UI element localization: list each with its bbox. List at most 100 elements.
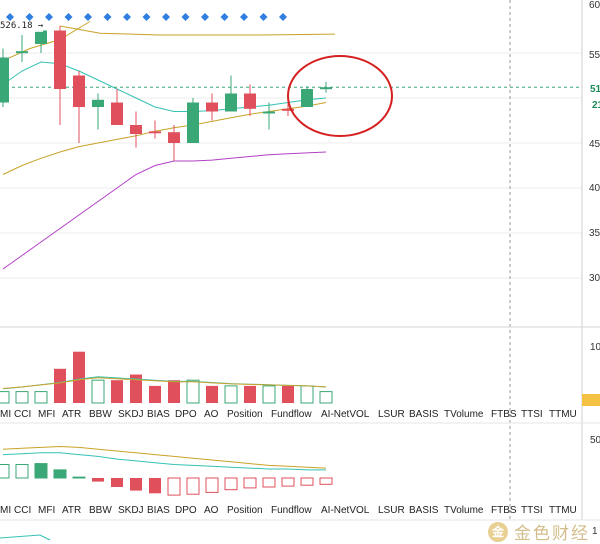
candle-body (263, 111, 275, 114)
indicator-bar (281, 477, 295, 487)
tab-lsur[interactable]: LSUR (378, 505, 405, 516)
tab-atr[interactable]: ATR (62, 409, 82, 420)
indicator-tabs-bottom: MI CCI MFI ATR BBW SKDJ BIAS DPO AO Position Fundf… (0, 504, 582, 518)
volume-bar (186, 379, 200, 404)
tab-mfi[interactable]: MFI (38, 505, 56, 516)
candle-body (16, 51, 28, 54)
tab-ttmu[interactable]: TTMU (549, 409, 577, 420)
volume-bar (130, 374, 142, 403)
signal-diamond-icon (142, 13, 151, 21)
indicator-bar (15, 464, 29, 479)
candle-body (92, 99, 104, 107)
signal-diamond-icon (25, 13, 34, 21)
tab-ao[interactable]: AO (204, 505, 219, 516)
tab-tvolume[interactable]: TVolume (444, 505, 484, 516)
indicator-bar (92, 478, 104, 482)
volume-bar (34, 391, 48, 404)
candle-body (149, 131, 161, 134)
indicator-bar (243, 477, 257, 489)
tab-ao[interactable]: AO (204, 409, 219, 420)
volume-bar (54, 368, 66, 403)
indicator-line (2, 445, 327, 469)
candle-body (73, 75, 85, 107)
indicator-axis-label: 50 (590, 435, 600, 446)
tab-dpo[interactable]: DPO (175, 505, 197, 516)
tab-mfi[interactable]: MFI (38, 409, 56, 420)
candle-body (320, 87, 332, 90)
arrow-right-icon: → (32, 21, 44, 31)
tab-position[interactable]: Position (227, 505, 263, 516)
tab-bias[interactable]: BIAS (147, 505, 170, 516)
tab-ttsi[interactable]: TTSI (521, 505, 543, 516)
signal-diamond-icon (84, 13, 92, 21)
candle-body (206, 102, 218, 112)
tab-basis[interactable]: BASIS (409, 409, 439, 420)
tab-lsur[interactable]: LSUR (378, 409, 405, 420)
volume-bar (262, 385, 276, 404)
volume-bar (111, 380, 123, 403)
volume-bar (300, 385, 314, 404)
tab-ftbs[interactable]: FTBS (491, 505, 517, 516)
ma-long-line (2, 151, 327, 270)
signal-diamond-icon (6, 13, 14, 21)
tab-ttsi[interactable]: TTSI (521, 409, 543, 420)
tab-ai-netvol[interactable]: AI-NetVOL (321, 409, 370, 420)
indicator-bar (0, 464, 10, 479)
candle-body (282, 108, 294, 111)
volume-bar (15, 391, 29, 404)
tab-skdj[interactable]: SKDJ (118, 409, 144, 420)
watermark-text: 金色财经 (514, 524, 590, 544)
upper-band-line (59, 25, 336, 36)
price-axis-label: 55 (589, 50, 600, 61)
tab-atr[interactable]: ATR (62, 505, 82, 516)
volume-bar (319, 391, 333, 404)
signal-diamond-icon (181, 13, 190, 21)
candle-body (225, 93, 237, 112)
indicator-bar (224, 477, 238, 491)
ma-slow-line (2, 102, 327, 175)
candle-body (0, 57, 9, 103)
tab-fundflow[interactable]: Fundflow (271, 505, 312, 516)
tab-ftbs[interactable]: FTBS (491, 409, 517, 420)
volume-value-badge (582, 394, 600, 406)
candle-body (187, 102, 199, 143)
tab-mi[interactable]: MI (0, 409, 12, 420)
signal-diamond-icon (240, 13, 248, 21)
candle-body (168, 132, 180, 143)
watermark-logo: 金 (488, 521, 508, 542)
candle-body (111, 102, 123, 125)
signal-diamond-icon (45, 13, 53, 21)
indicator-bar (262, 477, 276, 488)
tab-ttmu[interactable]: TTMU (549, 505, 577, 516)
price-axis-label: 45 (589, 139, 600, 150)
tab-skdj[interactable]: SKDJ (118, 505, 144, 516)
tab-bias[interactable]: BIAS (147, 409, 170, 420)
indicator-bar (300, 477, 314, 486)
indicator-bar (186, 477, 200, 495)
signal-diamond-icon (220, 13, 229, 21)
bottom-indicator-line (0, 534, 51, 541)
bottom-axis-label: 1 (592, 526, 598, 537)
tab-mi[interactable]: MI (0, 505, 12, 516)
tab-position[interactable]: Position (227, 409, 263, 420)
tab-cci[interactable]: CCI (14, 409, 32, 420)
tab-dpo[interactable]: DPO (175, 409, 197, 420)
tab-bbw[interactable]: BBW (89, 409, 112, 420)
volume-axis-label: 10 (590, 342, 600, 353)
tab-basis[interactable]: BASIS (409, 505, 439, 516)
indicator-bar (34, 463, 48, 479)
tab-fundflow[interactable]: Fundflow (271, 409, 312, 420)
price-axis-label: 35 (589, 228, 600, 239)
signal-diamond-icon (162, 13, 170, 21)
volume-bar (244, 385, 256, 403)
candle-body (301, 89, 313, 107)
tab-cci[interactable]: CCI (14, 505, 32, 516)
price-axis-label: 30 (589, 273, 600, 284)
tab-tvolume[interactable]: TVolume (444, 409, 484, 420)
tab-bbw[interactable]: BBW (89, 505, 112, 516)
candle-body (35, 30, 47, 44)
tab-ai-netvol[interactable]: AI-NetVOL (321, 505, 370, 516)
volume-bar (282, 385, 294, 403)
